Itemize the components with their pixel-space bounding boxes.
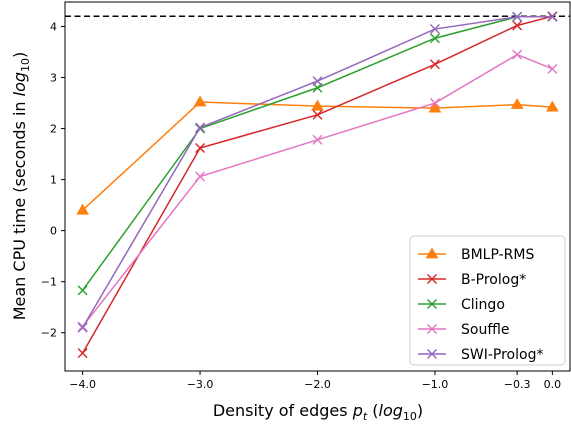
- x-tick-label: 0.0: [544, 378, 562, 391]
- data-point: [77, 348, 88, 359]
- x-tick-label: −4.0: [69, 378, 96, 391]
- series-souffle: [77, 49, 558, 332]
- x-tick-label: −1.0: [422, 378, 449, 391]
- series-line: [81, 16, 553, 328]
- series-bmlp-rms: [76, 95, 559, 215]
- legend-label: BMLP-RMS: [461, 247, 534, 263]
- legend: BMLP-RMS B-Prolog* Clingo Souffle SWI-Prolog…: [409, 235, 566, 366]
- data-point: [512, 20, 523, 31]
- data-point: [312, 109, 323, 120]
- series-swi-prolog: [77, 11, 558, 333]
- data-point: [195, 142, 206, 153]
- x-tick-label: −3.0: [187, 378, 214, 391]
- data-point: [195, 171, 206, 182]
- legend-item: Clingo: [418, 297, 505, 313]
- series-layer: [76, 11, 559, 359]
- y-axis: −2 −1 0 1 2 3 4: [41, 20, 65, 340]
- data-point: [311, 99, 324, 111]
- y-tick-label: −1: [41, 276, 57, 289]
- x-tick-label: −0.3: [504, 378, 531, 391]
- legend-item: SWI-Prolog*: [418, 347, 543, 363]
- data-point: [429, 24, 440, 35]
- x-axis-label: Density of edges pt (log10): [213, 401, 423, 423]
- x-tick-label: −2.0: [304, 378, 331, 391]
- legend-marker: [427, 299, 437, 309]
- x-axis: −4.0 −3.0 −2.0 −1.0 −0.3 0.0: [69, 371, 561, 391]
- y-tick-label: 0: [50, 225, 57, 238]
- data-point: [77, 285, 88, 296]
- data-point: [547, 11, 558, 22]
- legend-marker: [427, 324, 437, 334]
- data-point: [76, 203, 89, 215]
- series-line: [81, 15, 553, 354]
- series-line: [82, 101, 553, 211]
- legend-item: BMLP-RMS: [418, 247, 534, 263]
- data-point: [429, 98, 440, 109]
- legend-marker: [425, 247, 439, 259]
- data-point: [512, 49, 523, 60]
- data-point: [77, 322, 88, 333]
- legend-label: SWI-Prolog*: [461, 347, 543, 363]
- data-point: [512, 11, 523, 22]
- y-tick-label: 2: [50, 123, 57, 136]
- data-point: [193, 95, 207, 107]
- legend-marker: [427, 349, 437, 359]
- legend-label: B-Prolog*: [461, 272, 526, 288]
- legend-box: [409, 235, 566, 366]
- data-point: [546, 100, 559, 112]
- y-tick-label: 3: [50, 72, 57, 85]
- data-point: [510, 98, 524, 109]
- data-point: [547, 63, 558, 74]
- y-axis-label: Mean CPU time (seconds in log10): [10, 52, 32, 321]
- legend-item: Souffle: [418, 322, 509, 338]
- legend-marker: [427, 274, 437, 284]
- data-point: [195, 122, 206, 133]
- legend-item: B-Prolog*: [418, 272, 526, 288]
- legend-label: Clingo: [461, 297, 505, 313]
- legend-label: Souffle: [461, 322, 509, 338]
- series-line: [82, 53, 553, 328]
- y-tick-label: −2: [41, 327, 57, 340]
- y-tick-label: 4: [50, 20, 57, 33]
- data-point: [429, 59, 440, 70]
- data-point: [429, 33, 440, 44]
- y-tick-label: 1: [50, 174, 57, 187]
- data-point: [312, 76, 323, 87]
- data-point: [428, 101, 442, 113]
- data-point: [312, 134, 323, 145]
